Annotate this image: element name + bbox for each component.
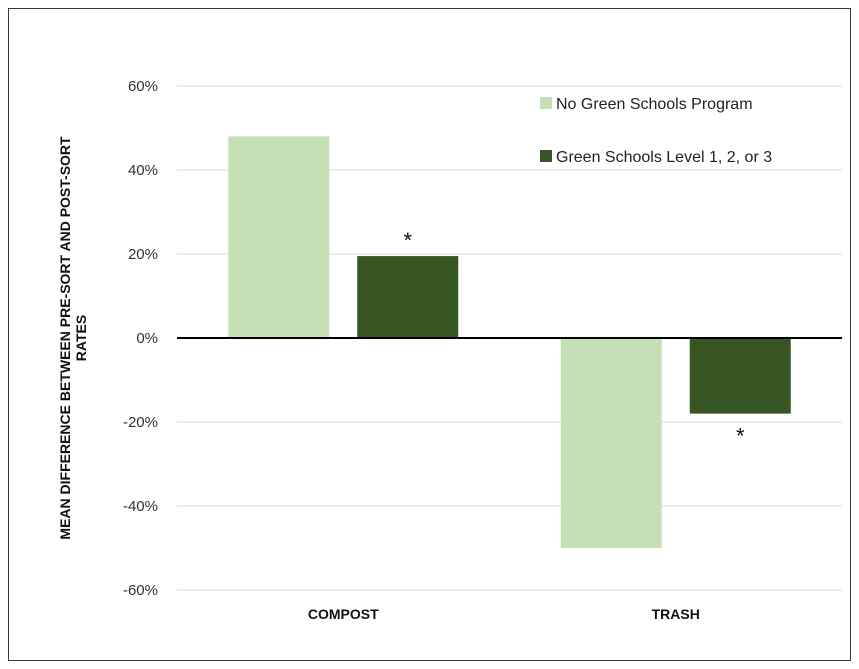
legend-label: No Green Schools Program — [556, 96, 753, 113]
legend: No Green Schools Program Green Schools Le… — [540, 96, 772, 166]
significance-asterisk: * — [403, 228, 412, 253]
bar-compost-series-2 — [357, 256, 459, 338]
y-axis-label-line: MEAN DIFFERENCE BETWEEN PRE-SORT AND POS… — [57, 136, 73, 540]
legend-label: Green Schools Level 1, 2, or 3 — [556, 149, 772, 166]
y-tick-label: 20% — [128, 246, 158, 263]
y-tick-label: 60% — [128, 78, 158, 95]
legend-swatch — [540, 97, 552, 109]
y-axis-label: MEAN DIFFERENCE BETWEEN PRE-SORT AND POS… — [57, 136, 89, 540]
category-labels: COMPOST TRASH — [308, 606, 700, 622]
annotations: ** — [403, 228, 745, 449]
bar-trash-series-2 — [689, 338, 791, 414]
legend-swatch — [540, 150, 552, 162]
significance-asterisk: * — [736, 424, 745, 449]
y-tick-label: 40% — [128, 162, 158, 179]
bars — [228, 136, 791, 548]
y-tick-label: -40% — [123, 498, 158, 515]
y-tick-label: -60% — [123, 582, 158, 599]
y-tick-labels: 60% 40% 20% 0% -20% -40% -60% — [123, 78, 158, 599]
category-label: TRASH — [652, 606, 700, 622]
bar-compost-series-1 — [228, 136, 330, 338]
category-label: COMPOST — [308, 606, 379, 622]
bar-trash-series-1 — [560, 338, 662, 548]
y-tick-label: 0% — [136, 330, 158, 347]
y-axis-label-line: RATES — [73, 315, 89, 361]
y-tick-label: -20% — [123, 414, 158, 431]
